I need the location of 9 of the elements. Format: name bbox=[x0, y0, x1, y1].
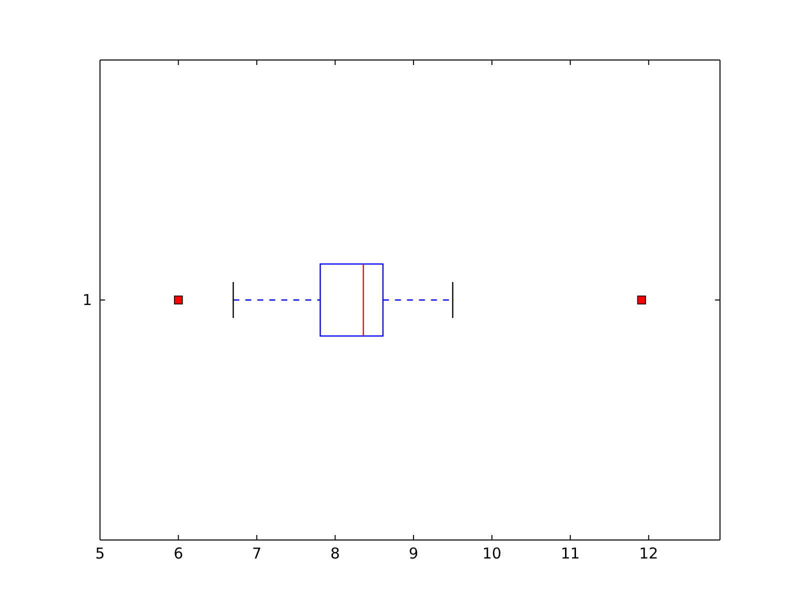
x-tick-label: 11 bbox=[560, 544, 580, 563]
x-tick-label: 6 bbox=[174, 544, 184, 563]
x-tick-label: 5 bbox=[95, 544, 105, 563]
x-tick-label: 8 bbox=[330, 544, 340, 563]
y-tick-label: 1 bbox=[82, 290, 92, 309]
x-tick-label: 10 bbox=[482, 544, 502, 563]
x-tick-label: 7 bbox=[252, 544, 262, 563]
x-tick-label: 9 bbox=[408, 544, 418, 563]
x-tick-label: 12 bbox=[639, 544, 658, 563]
